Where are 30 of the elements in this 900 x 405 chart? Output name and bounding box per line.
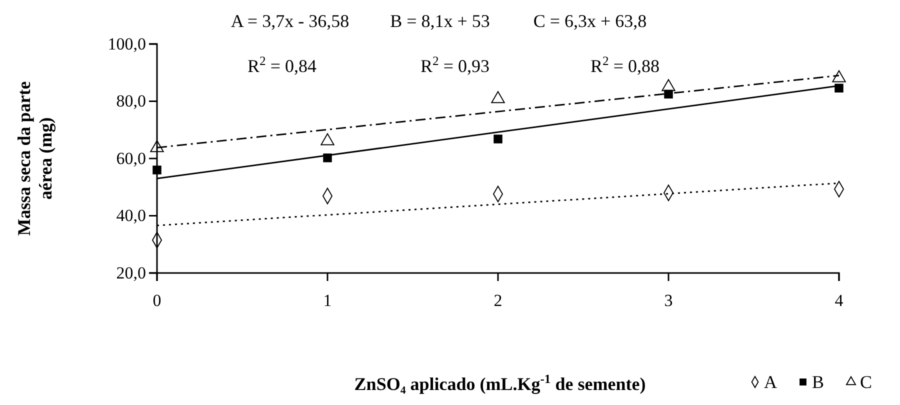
legend-label: C <box>860 372 872 392</box>
point <box>832 70 846 82</box>
annotation: R$^{2}$ = 0,93 <box>420 54 490 76</box>
point <box>834 84 844 92</box>
point <box>323 154 332 162</box>
point <box>150 140 164 152</box>
point <box>152 166 162 174</box>
text: B = 8,1x + 53 <box>390 11 490 31</box>
x-tick-label: 3 <box>664 291 673 310</box>
x-tick-label: 2 <box>494 291 502 310</box>
y-tick-label: 60,0 <box>116 148 146 168</box>
point <box>494 134 502 144</box>
y-tick-label: 100,0 <box>108 34 146 54</box>
y-tick-label: 40,0 <box>116 206 146 226</box>
y-axis-title: Massa seca da parte aérea (mg) <box>14 81 56 236</box>
x-axis-title: ZnSO₄ aplicado (mL.Kg$^{-1}$ de semente) <box>354 372 646 394</box>
point <box>491 91 505 104</box>
text: C = 6,3x + 63,8 <box>533 11 647 31</box>
annotation: R$^{2}$ = 0,88 <box>590 54 660 76</box>
text: A = 3,7x - 36,58 <box>230 11 350 31</box>
point <box>320 133 334 146</box>
x-tick-label: 1 <box>323 291 332 310</box>
annotation: R$^{2}$ = 0,84 <box>248 54 316 76</box>
legend-label: B <box>812 372 824 392</box>
x-tick-label: 0 <box>152 291 162 310</box>
point <box>662 79 676 92</box>
x-tick-label: 4 <box>834 291 844 310</box>
y-tick-label: 20,0 <box>116 263 146 282</box>
y-tick-label: 80,0 <box>116 92 146 111</box>
legend-label: A <box>764 372 777 392</box>
